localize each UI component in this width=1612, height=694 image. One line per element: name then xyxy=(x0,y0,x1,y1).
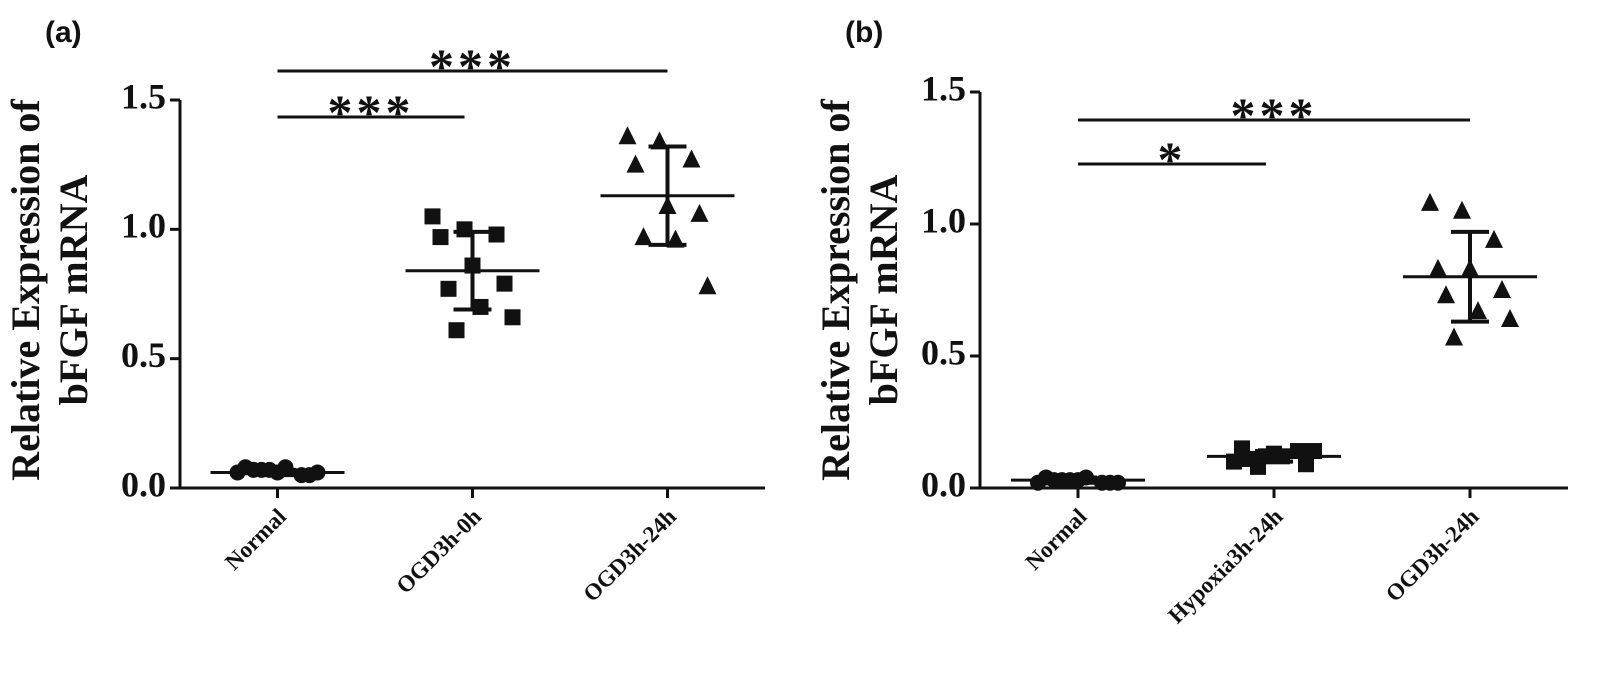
significance-label: *** xyxy=(328,84,415,140)
data-point xyxy=(488,226,505,243)
data-point xyxy=(456,221,473,238)
data-point xyxy=(1298,456,1314,473)
y-axis-label: Relative Expression of xyxy=(813,99,858,481)
y-tick-label: 0.0 xyxy=(121,464,166,504)
data-point xyxy=(626,154,645,173)
x-tick-label: OGD3h-24h xyxy=(1381,504,1484,607)
x-tick-label: Hypoxia3h-24h xyxy=(1163,504,1287,628)
data-point xyxy=(448,322,465,339)
error-bar xyxy=(1451,229,1489,324)
significance-label: * xyxy=(1158,131,1187,187)
data-point xyxy=(634,227,653,246)
y-tick-label: 0.5 xyxy=(121,335,166,375)
x-tick-label: OGD3h-24h xyxy=(578,504,681,607)
data-point xyxy=(1445,327,1463,346)
data-point xyxy=(440,280,457,297)
data-point xyxy=(1493,280,1511,298)
error-bar xyxy=(1255,449,1293,464)
panel-label: (a) xyxy=(45,16,82,49)
data-point xyxy=(1485,229,1503,248)
data-point xyxy=(504,309,521,326)
data-point xyxy=(1110,474,1126,491)
error-bar xyxy=(648,144,687,247)
y-axis-label: bFGF mRNA xyxy=(51,175,96,406)
data-point xyxy=(1437,285,1455,304)
data-point xyxy=(1453,200,1471,219)
y-axis-label: Relative Expression of xyxy=(3,99,48,481)
error-bar xyxy=(1059,475,1097,485)
data-point xyxy=(618,126,637,145)
data-point xyxy=(424,208,441,225)
significance-label: *** xyxy=(429,38,516,94)
error-bar xyxy=(258,467,297,478)
x-tick-label: OGD3h-0h xyxy=(392,504,487,599)
data-point xyxy=(432,229,449,246)
panel-label: (b) xyxy=(845,16,883,49)
data-point xyxy=(698,276,717,295)
significance-label: *** xyxy=(1231,87,1318,143)
y-tick-label: 1.0 xyxy=(921,200,966,240)
y-tick-label: 0.5 xyxy=(921,332,966,372)
x-tick-label: Normal xyxy=(1021,504,1092,575)
data-point xyxy=(1429,258,1447,277)
y-tick-label: 1.5 xyxy=(121,76,166,116)
data-point xyxy=(496,275,513,292)
y-tick-label: 1.0 xyxy=(121,206,166,246)
data-point xyxy=(1501,309,1519,328)
data-point xyxy=(1469,301,1487,320)
data-point xyxy=(1421,192,1439,211)
data-point xyxy=(690,203,709,222)
y-axis-label: bFGF mRNA xyxy=(861,175,906,406)
data-point xyxy=(472,298,489,315)
y-tick-label: 1.5 xyxy=(921,68,966,108)
error-bar xyxy=(453,229,492,312)
data-point xyxy=(682,149,701,168)
y-tick-label: 0.0 xyxy=(921,464,966,504)
x-tick-label: Normal xyxy=(220,504,291,575)
